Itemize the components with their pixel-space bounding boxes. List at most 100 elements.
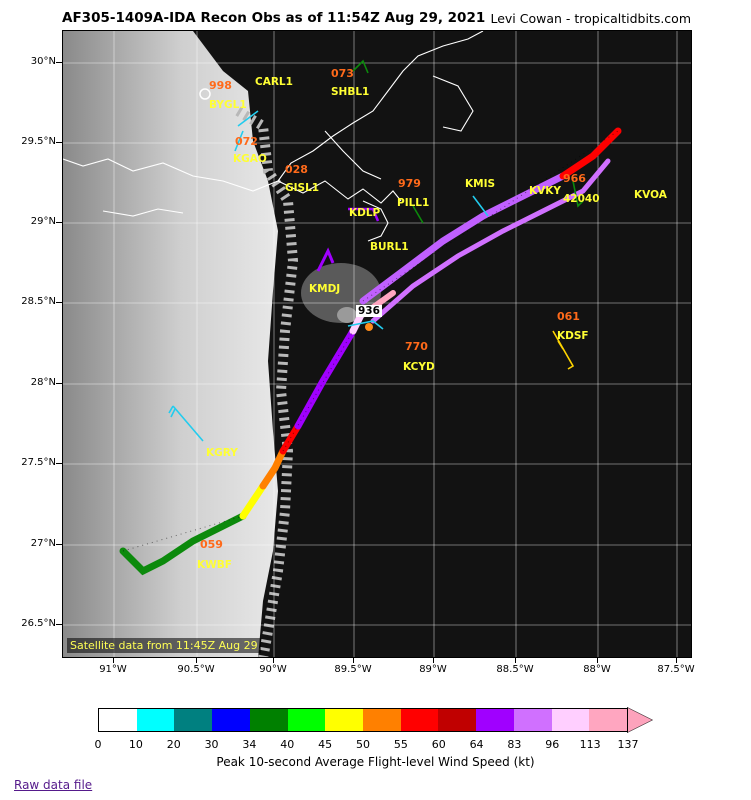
y-tick	[56, 62, 62, 63]
track-segment	[279, 422, 302, 455]
eye	[337, 307, 357, 323]
station-barb	[316, 247, 335, 272]
colorbar-segment	[174, 709, 213, 731]
pressure-ob: 073	[331, 67, 354, 80]
colorbar-arrow	[628, 708, 652, 732]
satellite-note: Satellite data from 11:45Z Aug 29	[67, 638, 261, 653]
x-tick	[676, 658, 677, 663]
x-axis-label: 90°W	[259, 664, 287, 675]
chart-title: AF305-1409A-IDA Recon Obs as of 11:54Z A…	[62, 10, 486, 26]
pressure-ob: 998	[209, 79, 232, 92]
colorbar-tick-label: 60	[431, 738, 446, 751]
colorbar-segment	[476, 709, 514, 731]
pressure-ob: 966	[563, 172, 586, 185]
x-tick	[597, 658, 598, 663]
pressure-ob: 059	[200, 538, 223, 551]
station-barb	[552, 330, 575, 370]
coastline	[63, 158, 402, 204]
y-axis-label: 27°N	[30, 538, 56, 549]
y-tick	[56, 302, 62, 303]
colorbar-tick-label: 30	[204, 738, 219, 751]
colorbar-tick-label: 20	[166, 738, 181, 751]
station-barb	[412, 205, 424, 224]
colorbar-tick-label: 0	[94, 738, 102, 751]
x-axis-label: 89°W	[419, 664, 447, 675]
colorbar-segment	[249, 709, 288, 731]
station-label: KVKY	[529, 185, 562, 197]
station-barb	[234, 110, 259, 152]
station-label: BYGL1	[209, 99, 247, 111]
map-graphics	[63, 31, 691, 657]
x-axis-label: 88°W	[583, 664, 611, 675]
pressure-ob: 028	[285, 163, 308, 176]
colorbar-tick-label: 96	[545, 738, 560, 751]
track-segment	[119, 512, 247, 576]
colorbar	[98, 708, 628, 732]
x-tick	[196, 658, 197, 663]
station-label: KMDJ	[309, 283, 341, 295]
station-label: 42040	[563, 193, 600, 205]
station-barb	[472, 195, 489, 217]
station-label: GISL1	[285, 182, 320, 194]
y-tick	[56, 222, 62, 223]
coastline	[362, 200, 389, 242]
recon-map[interactable]: CARL1 BYGL1 SHBL1 KGAO GISL1 KMIS KVKY 4…	[62, 30, 692, 658]
station-label: KWBF	[197, 559, 232, 571]
x-axis-label: 88.5°W	[496, 664, 534, 675]
colorbar-tick-label: 113	[579, 738, 601, 751]
track-segment	[239, 482, 267, 520]
colorbar-segment	[136, 709, 175, 731]
coastline	[102, 208, 184, 217]
y-tick	[56, 383, 62, 384]
station-marker	[199, 88, 211, 100]
track-segment	[559, 127, 622, 180]
station-barb	[348, 207, 380, 222]
colorbar-segment	[325, 709, 364, 731]
center-fix-marker	[365, 323, 373, 331]
colorbar-tick-label: 83	[507, 738, 522, 751]
x-axis-label: 91°W	[99, 664, 127, 675]
central-pressure-label: 936	[356, 305, 382, 317]
colorbar-tick-label: 50	[356, 738, 370, 751]
y-axis-label: 29.5°N	[21, 136, 56, 147]
station-barb	[352, 59, 369, 74]
coastline	[324, 130, 382, 180]
cloud-shield	[63, 31, 278, 657]
x-axis-label: 90.5°W	[177, 664, 215, 675]
track-segment	[259, 447, 287, 490]
x-axis-label: 87.5°W	[657, 664, 695, 675]
x-tick	[433, 658, 434, 663]
colorbar-tick-label: 40	[280, 738, 295, 751]
colorbar-segment	[438, 709, 477, 731]
pressure-ob: 061	[557, 310, 580, 323]
station-label: KDSF	[557, 330, 589, 342]
x-axis-label: 89.5°W	[334, 664, 372, 675]
colorbar-tick-label: 64	[469, 738, 484, 751]
y-axis-label: 27.5°N	[21, 457, 56, 468]
colorbar-segment	[287, 709, 326, 731]
x-tick	[515, 658, 516, 663]
y-tick	[56, 463, 62, 464]
colorbar-segment	[551, 709, 590, 731]
raw-data-link[interactable]: Raw data file	[14, 778, 93, 792]
station-label: PILL1	[397, 197, 430, 209]
y-axis-label: 30°N	[30, 56, 56, 67]
colorbar-tick-label: 45	[318, 738, 333, 751]
station-label: KVOA	[634, 189, 667, 201]
station-label: SHBL1	[331, 86, 370, 98]
y-tick	[56, 544, 62, 545]
y-axis-label: 29°N	[30, 216, 56, 227]
pressure-ob: 072	[235, 135, 258, 148]
station-label: BURL1	[370, 241, 409, 253]
station-barb	[168, 405, 204, 442]
y-tick	[56, 142, 62, 143]
cloud-shield-edge	[235, 106, 299, 657]
colorbar-tick-label: 10	[128, 738, 143, 751]
station-label: KCYD	[403, 361, 435, 373]
coastline	[432, 75, 474, 132]
y-axis-label: 28.5°N	[21, 296, 56, 307]
track-segment	[294, 327, 357, 430]
track-segment	[370, 158, 611, 324]
station-barb	[347, 320, 384, 330]
colorbar-tick-label: 137	[617, 738, 639, 751]
